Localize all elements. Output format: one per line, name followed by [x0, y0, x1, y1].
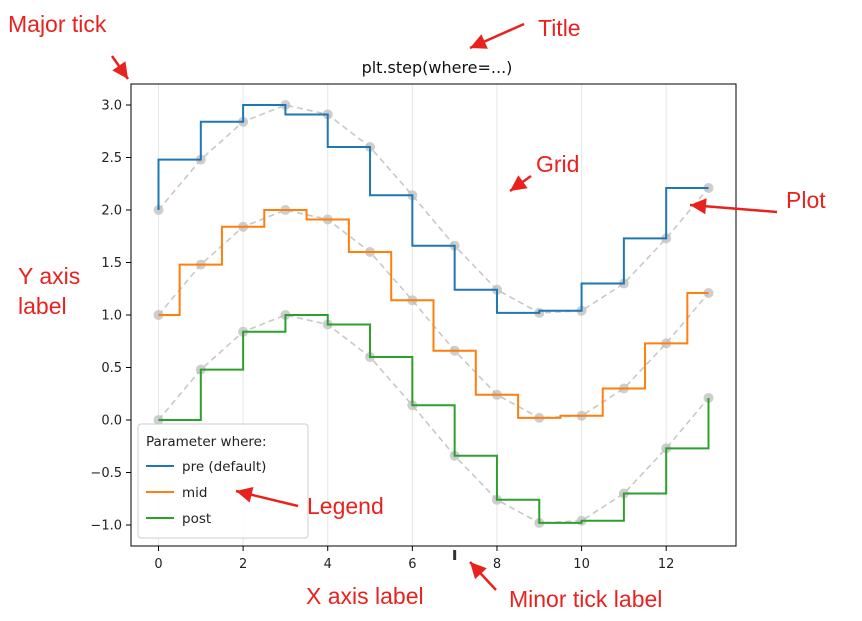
annotation-plot: Plot	[786, 187, 826, 213]
guide-line	[157, 314, 710, 524]
axis-ticks: 0 2 4 6 8 10 12 −1.0 −0.5 0.0 0.5 1.0 1.5 2.0 2.5 3.0	[90, 99, 674, 573]
y-tick-label: −0.5	[90, 466, 122, 481]
y-tick-label: −1.0	[90, 519, 122, 534]
x-tick-label: 8	[493, 557, 501, 572]
annotation-y-axis-label: Y axis label	[18, 263, 80, 319]
legend-title: Parameter where:	[146, 434, 267, 450]
annotation-arrowhead	[470, 562, 487, 580]
annotation-title: Title	[538, 15, 581, 41]
annotation-major-tick: Major tick	[8, 11, 107, 37]
annotation-arrowhead	[236, 486, 254, 503]
annotation-minor-tick-label: Minor tick label	[509, 586, 662, 612]
y-tick-label: 2.5	[101, 151, 122, 166]
annotation-arrowhead	[690, 198, 707, 215]
legend-entry-label: post	[182, 511, 211, 527]
y-tick-label: 0.5	[101, 361, 122, 376]
y-tick-label: 1.5	[101, 256, 122, 271]
x-tick-label: 4	[324, 557, 332, 572]
guide-line	[157, 104, 710, 314]
annotation-x-axis-label: X axis label	[306, 583, 424, 609]
x-tick-label: 6	[408, 557, 416, 572]
plot-series	[157, 104, 710, 524]
step-series-line	[158, 314, 710, 524]
x-tick-label: 0	[154, 557, 162, 572]
y-tick-label: 2.0	[101, 204, 122, 219]
annotation-grid: Grid	[536, 151, 579, 177]
annotation-legend: Legend	[307, 493, 384, 519]
x-tick-label: 12	[658, 557, 675, 572]
annotations: Major tick Title Grid Plot Y axis label Legend…	[8, 11, 826, 612]
chart-title: plt.step(where=...)	[362, 58, 513, 77]
y-tick-label: 0.0	[101, 414, 122, 429]
annotation-arrowhead	[510, 175, 528, 191]
x-tick-label: 2	[239, 557, 247, 572]
y-tick-label: 3.0	[101, 99, 122, 114]
legend-entry-label: mid	[182, 485, 207, 501]
annotation-arrowhead	[470, 34, 488, 49]
annotation-arrowhead	[112, 61, 128, 79]
step-series-line	[157, 104, 709, 314]
legend-entry-label: pre (default)	[182, 459, 266, 475]
step-series-line	[158, 209, 709, 419]
x-tick-label: 10	[573, 557, 590, 572]
y-tick-label: 1.0	[101, 309, 122, 324]
legend: Parameter where: pre (default) mid post	[137, 423, 309, 539]
legend-box	[137, 423, 309, 539]
